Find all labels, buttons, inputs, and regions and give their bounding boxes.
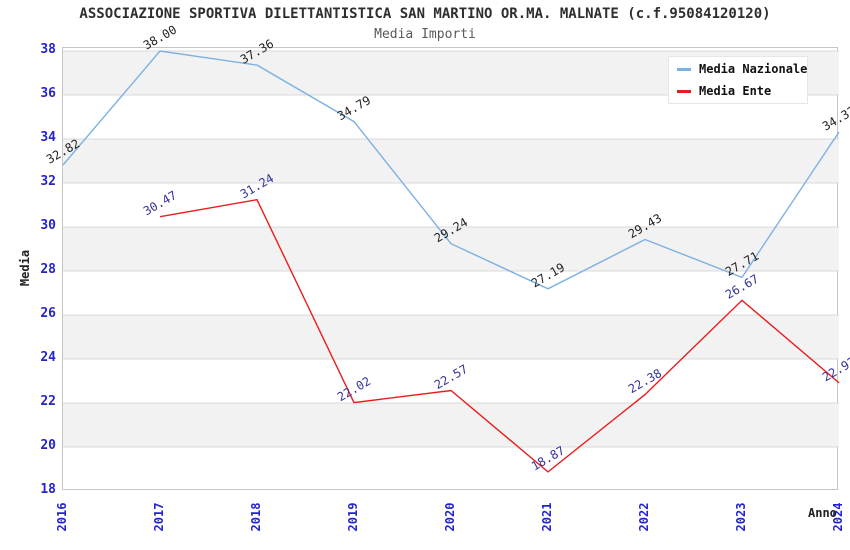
- legend-label: Media Nazionale: [699, 62, 808, 76]
- y-tick-30: 30: [40, 218, 56, 233]
- data-point-label: 34.79: [335, 93, 373, 123]
- legend-line-swatch-ente: [677, 89, 691, 93]
- x-tick-2023: 2023: [734, 502, 748, 532]
- data-point-label: 18.87: [529, 443, 567, 473]
- y-tick-32: 32: [40, 174, 56, 189]
- y-axis-title: Media: [18, 249, 32, 287]
- x-tick-2020: 2020: [443, 502, 457, 532]
- chart-title: ASSOCIAZIONE SPORTIVA DILETTANTISTICA SA…: [79, 6, 771, 22]
- y-tick-18: 18: [40, 482, 56, 497]
- data-point-label: 22.57: [432, 362, 470, 392]
- y-tick-20: 20: [40, 438, 56, 453]
- series-line-media-ente: [159, 198, 840, 473]
- data-point-label: 22.38: [626, 366, 664, 396]
- plot-area: 32.82 38.00 37.36 34.79 29.24 27.19 29.43 27.71…: [44, 22, 850, 490]
- y-tick-38: 38: [40, 42, 56, 57]
- legend-item-media-ente: Media Ente: [669, 81, 807, 101]
- legend-label: Media Ente: [699, 84, 772, 98]
- y-tick-26: 26: [40, 306, 56, 321]
- x-tick-2016: 2016: [55, 502, 69, 532]
- x-tick-2022: 2022: [637, 502, 651, 532]
- plot-band: [63, 139, 839, 183]
- plot-band: [63, 403, 839, 447]
- x-tick-2019: 2019: [346, 502, 360, 532]
- x-tick-2018: 2018: [249, 502, 263, 532]
- y-tick-36: 36: [40, 86, 56, 101]
- y-tick-28: 28: [40, 262, 56, 277]
- chart-subtitle: Media Importi: [374, 27, 476, 42]
- y-tick-34: 34: [40, 130, 56, 145]
- y-tick-24: 24: [40, 350, 56, 365]
- plot-band: [63, 227, 839, 271]
- y-tick-22: 22: [40, 394, 56, 409]
- series-line-media-nazionale: [62, 50, 840, 290]
- legend-item-media-nazionale: Media Nazionale: [669, 59, 807, 79]
- data-point-label: 22.02: [335, 374, 373, 404]
- data-point-label: 34.32: [820, 103, 850, 133]
- plot-band: [63, 315, 839, 359]
- x-tick-2017: 2017: [152, 502, 166, 532]
- legend-line-swatch-nazionale: [677, 67, 691, 71]
- x-axis-title: Anno: [808, 506, 837, 520]
- x-tick-2021: 2021: [540, 502, 554, 532]
- legend: Media Nazionale Media Ente: [668, 56, 808, 104]
